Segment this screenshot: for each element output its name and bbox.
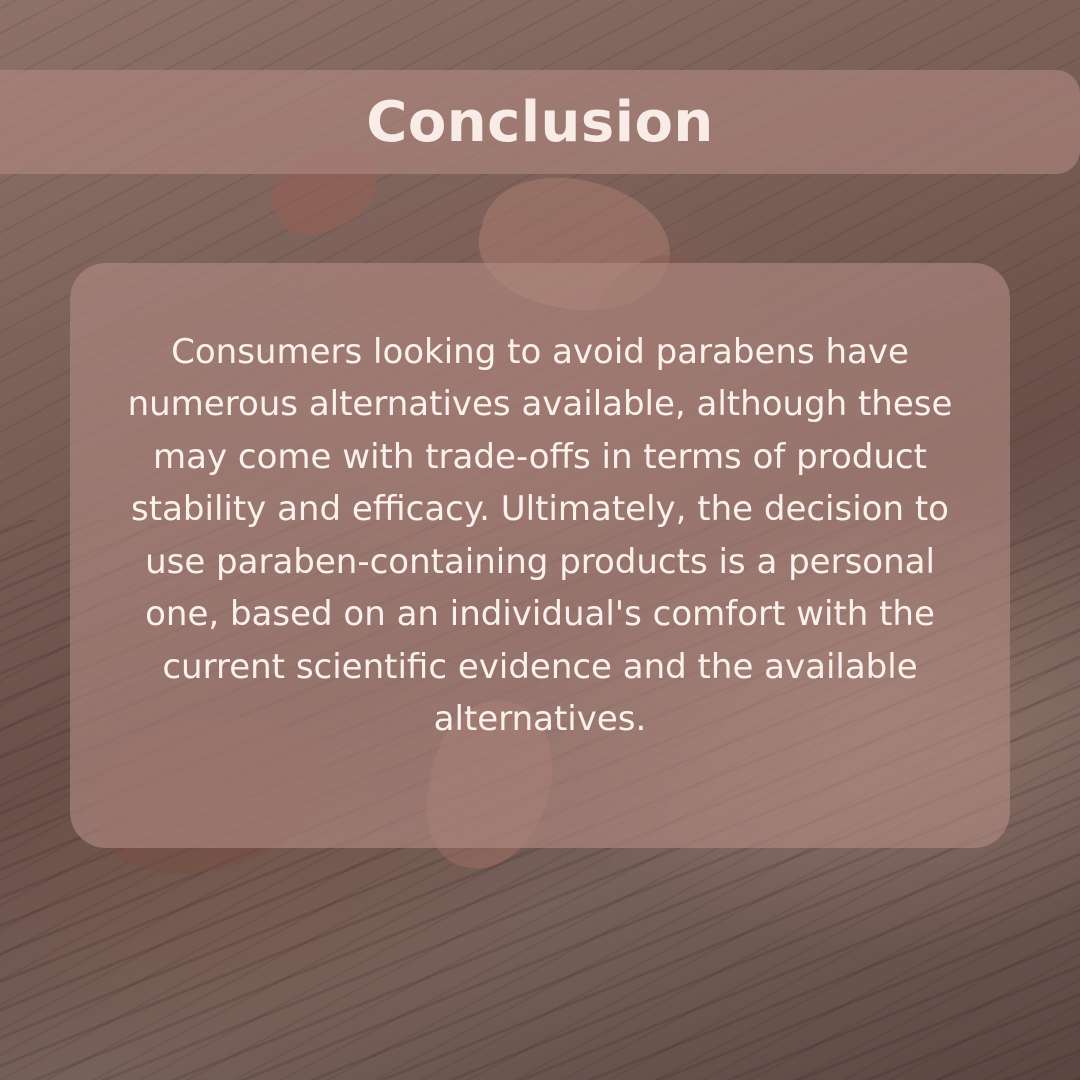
content-card: Consumers looking to avoid parabens have… [70, 263, 1010, 848]
page-title: Conclusion [366, 89, 714, 155]
title-banner: Conclusion [0, 70, 1080, 174]
conclusion-paragraph: Consumers looking to avoid parabens have… [127, 331, 953, 740]
